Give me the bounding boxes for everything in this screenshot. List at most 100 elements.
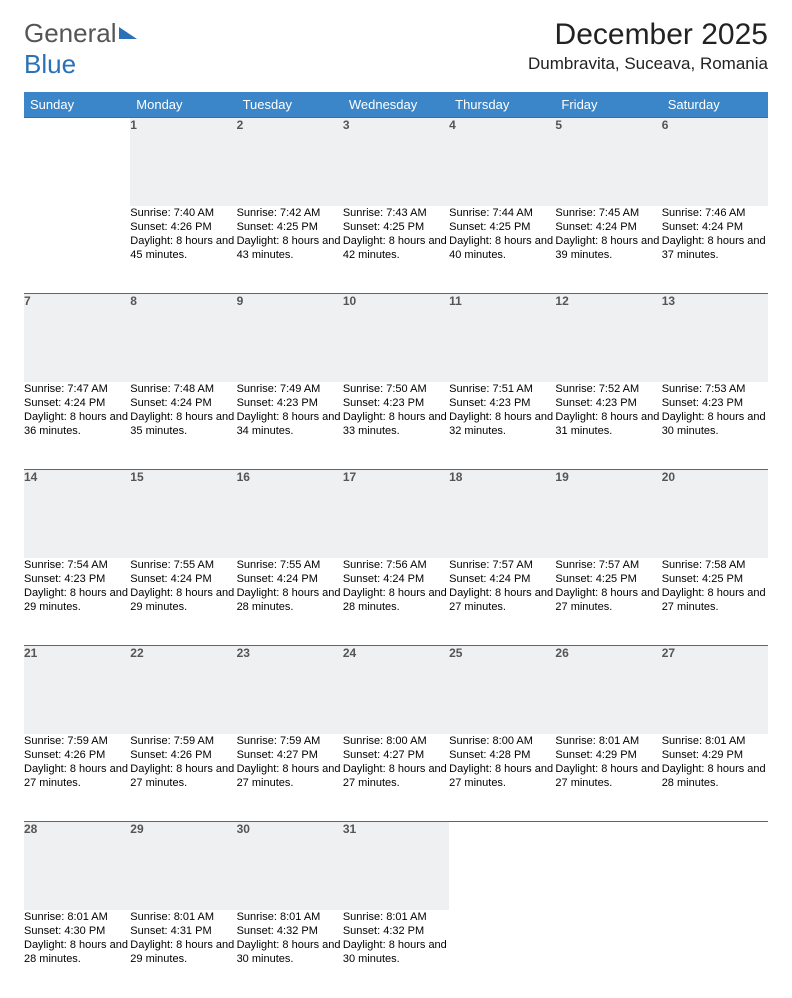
day-content-row: Sunrise: 7:54 AMSunset: 4:23 PMDaylight:… <box>24 558 768 646</box>
day-content-cell: Sunrise: 8:01 AMSunset: 4:31 PMDaylight:… <box>130 910 236 998</box>
weekday-header: Thursday <box>449 92 555 118</box>
weekday-header: Wednesday <box>343 92 449 118</box>
day-content-cell: Sunrise: 7:59 AMSunset: 4:26 PMDaylight:… <box>130 734 236 822</box>
day-number-row: 78910111213 <box>24 294 768 382</box>
day-number-cell: 11 <box>449 294 555 382</box>
daylight-line: Daylight: 8 hours and 28 minutes. <box>662 762 768 791</box>
sunrise-line: Sunrise: 8:01 AM <box>24 910 130 924</box>
day-content-cell: Sunrise: 8:01 AMSunset: 4:29 PMDaylight:… <box>555 734 661 822</box>
sunrise-line: Sunrise: 7:42 AM <box>237 206 343 220</box>
day-content-cell: Sunrise: 8:01 AMSunset: 4:30 PMDaylight:… <box>24 910 130 998</box>
sunset-line: Sunset: 4:26 PM <box>130 220 236 234</box>
sunrise-line: Sunrise: 7:55 AM <box>130 558 236 572</box>
sunrise-line: Sunrise: 7:57 AM <box>555 558 661 572</box>
day-number-cell: 21 <box>24 646 130 734</box>
sunset-line: Sunset: 4:23 PM <box>662 396 768 410</box>
day-content-cell <box>449 910 555 998</box>
daylight-line: Daylight: 8 hours and 28 minutes. <box>343 586 449 615</box>
daylight-line: Daylight: 8 hours and 29 minutes. <box>130 586 236 615</box>
daylight-line: Daylight: 8 hours and 27 minutes. <box>130 762 236 791</box>
header: General Blue December 2025 Dumbravita, S… <box>24 18 768 80</box>
day-number-cell: 24 <box>343 646 449 734</box>
day-content-cell: Sunrise: 7:46 AMSunset: 4:24 PMDaylight:… <box>662 206 768 294</box>
day-content-cell: Sunrise: 7:53 AMSunset: 4:23 PMDaylight:… <box>662 382 768 470</box>
weekday-header: Monday <box>130 92 236 118</box>
sunset-line: Sunset: 4:25 PM <box>662 572 768 586</box>
sunrise-line: Sunrise: 7:53 AM <box>662 382 768 396</box>
day-number-row: 21222324252627 <box>24 646 768 734</box>
day-number-cell: 16 <box>237 470 343 558</box>
sunset-line: Sunset: 4:24 PM <box>130 572 236 586</box>
day-number-cell: 9 <box>237 294 343 382</box>
sunset-line: Sunset: 4:25 PM <box>449 220 555 234</box>
day-content-cell: Sunrise: 7:51 AMSunset: 4:23 PMDaylight:… <box>449 382 555 470</box>
sunset-line: Sunset: 4:24 PM <box>449 572 555 586</box>
sunset-line: Sunset: 4:23 PM <box>343 396 449 410</box>
day-content-row: Sunrise: 8:01 AMSunset: 4:30 PMDaylight:… <box>24 910 768 998</box>
daylight-line: Daylight: 8 hours and 30 minutes. <box>343 938 449 967</box>
daylight-line: Daylight: 8 hours and 43 minutes. <box>237 234 343 263</box>
daylight-line: Daylight: 8 hours and 27 minutes. <box>449 762 555 791</box>
weekday-header: Saturday <box>662 92 768 118</box>
daylight-line: Daylight: 8 hours and 39 minutes. <box>555 234 661 263</box>
day-number-cell: 7 <box>24 294 130 382</box>
daylight-line: Daylight: 8 hours and 45 minutes. <box>130 234 236 263</box>
daylight-line: Daylight: 8 hours and 29 minutes. <box>130 938 236 967</box>
day-number-cell <box>555 822 661 910</box>
daylight-line: Daylight: 8 hours and 28 minutes. <box>24 938 130 967</box>
logo: General Blue <box>24 18 137 80</box>
day-content-cell: Sunrise: 7:47 AMSunset: 4:24 PMDaylight:… <box>24 382 130 470</box>
sunset-line: Sunset: 4:24 PM <box>555 220 661 234</box>
sunset-line: Sunset: 4:28 PM <box>449 748 555 762</box>
day-content-cell: Sunrise: 7:45 AMSunset: 4:24 PMDaylight:… <box>555 206 661 294</box>
day-number-cell <box>24 118 130 206</box>
day-content-cell: Sunrise: 7:43 AMSunset: 4:25 PMDaylight:… <box>343 206 449 294</box>
sunrise-line: Sunrise: 7:58 AM <box>662 558 768 572</box>
daylight-line: Daylight: 8 hours and 30 minutes. <box>662 410 768 439</box>
sunset-line: Sunset: 4:23 PM <box>24 572 130 586</box>
day-number-cell: 18 <box>449 470 555 558</box>
daylight-line: Daylight: 8 hours and 32 minutes. <box>449 410 555 439</box>
sunrise-line: Sunrise: 7:50 AM <box>343 382 449 396</box>
day-number-cell: 20 <box>662 470 768 558</box>
day-number-cell: 6 <box>662 118 768 206</box>
day-content-cell <box>24 206 130 294</box>
sunrise-line: Sunrise: 7:59 AM <box>24 734 130 748</box>
day-content-cell <box>662 910 768 998</box>
daylight-line: Daylight: 8 hours and 29 minutes. <box>24 586 130 615</box>
day-content-cell: Sunrise: 7:56 AMSunset: 4:24 PMDaylight:… <box>343 558 449 646</box>
sunrise-line: Sunrise: 7:55 AM <box>237 558 343 572</box>
day-content-cell: Sunrise: 8:00 AMSunset: 4:28 PMDaylight:… <box>449 734 555 822</box>
title-block: December 2025 Dumbravita, Suceava, Roman… <box>528 18 768 74</box>
sunset-line: Sunset: 4:29 PM <box>555 748 661 762</box>
day-content-cell: Sunrise: 7:49 AMSunset: 4:23 PMDaylight:… <box>237 382 343 470</box>
daylight-line: Daylight: 8 hours and 27 minutes. <box>449 586 555 615</box>
sunrise-line: Sunrise: 7:52 AM <box>555 382 661 396</box>
weekday-header-row: SundayMondayTuesdayWednesdayThursdayFrid… <box>24 92 768 118</box>
day-content-row: Sunrise: 7:59 AMSunset: 4:26 PMDaylight:… <box>24 734 768 822</box>
daylight-line: Daylight: 8 hours and 27 minutes. <box>24 762 130 791</box>
day-content-cell: Sunrise: 7:58 AMSunset: 4:25 PMDaylight:… <box>662 558 768 646</box>
daylight-line: Daylight: 8 hours and 33 minutes. <box>343 410 449 439</box>
day-number-cell: 27 <box>662 646 768 734</box>
day-content-cell: Sunrise: 8:01 AMSunset: 4:29 PMDaylight:… <box>662 734 768 822</box>
sunrise-line: Sunrise: 8:01 AM <box>555 734 661 748</box>
sunrise-line: Sunrise: 8:00 AM <box>343 734 449 748</box>
daylight-line: Daylight: 8 hours and 42 minutes. <box>343 234 449 263</box>
daylight-line: Daylight: 8 hours and 36 minutes. <box>24 410 130 439</box>
day-number-cell: 23 <box>237 646 343 734</box>
day-number-cell: 25 <box>449 646 555 734</box>
weekday-header: Sunday <box>24 92 130 118</box>
day-content-cell: Sunrise: 7:59 AMSunset: 4:27 PMDaylight:… <box>237 734 343 822</box>
day-number-row: 28293031 <box>24 822 768 910</box>
day-content-cell: Sunrise: 7:42 AMSunset: 4:25 PMDaylight:… <box>237 206 343 294</box>
sunrise-line: Sunrise: 8:01 AM <box>343 910 449 924</box>
sunrise-line: Sunrise: 7:59 AM <box>237 734 343 748</box>
day-number-cell: 12 <box>555 294 661 382</box>
day-content-cell: Sunrise: 8:00 AMSunset: 4:27 PMDaylight:… <box>343 734 449 822</box>
day-number-cell: 31 <box>343 822 449 910</box>
daylight-line: Daylight: 8 hours and 27 minutes. <box>237 762 343 791</box>
daylight-line: Daylight: 8 hours and 28 minutes. <box>237 586 343 615</box>
day-content-cell: Sunrise: 7:52 AMSunset: 4:23 PMDaylight:… <box>555 382 661 470</box>
day-content-cell: Sunrise: 7:50 AMSunset: 4:23 PMDaylight:… <box>343 382 449 470</box>
